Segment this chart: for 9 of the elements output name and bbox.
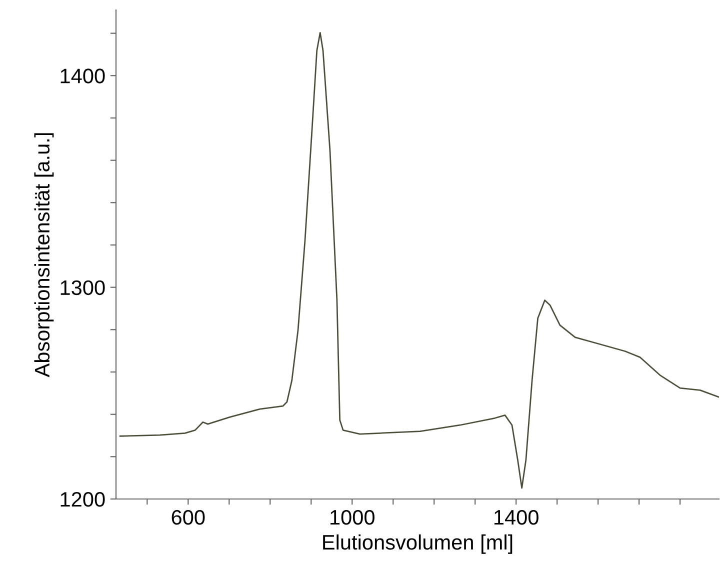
y-axis-title: Absorptionsintensität [a.u.] (34, 133, 54, 378)
y-tick-label: 1400 (60, 68, 105, 84)
x-tick-label: 600 (172, 510, 205, 525)
y-tick-label: 1200 (60, 492, 105, 507)
x-tick-label: 1400 (494, 510, 538, 525)
y-tick-label: 1300 (60, 280, 105, 296)
x-tick-label: 1000 (330, 510, 374, 525)
x-axis-title: Elutionsvolumen [ml] (323, 534, 512, 554)
line-series (119, 32, 719, 489)
